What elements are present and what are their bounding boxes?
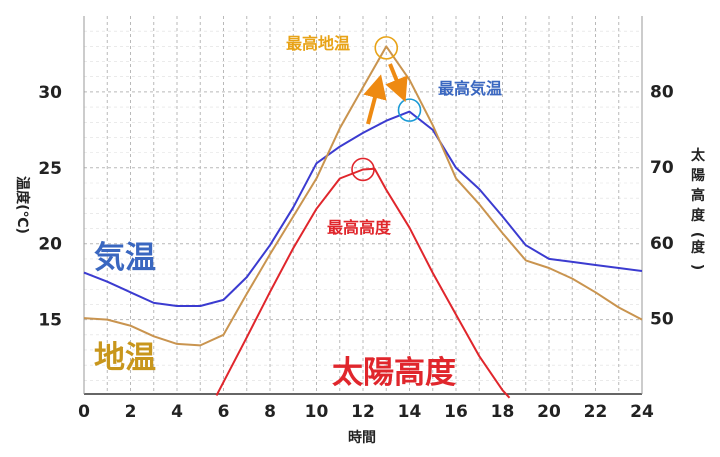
y-right-ticks: 50 60 70 80 [650, 83, 674, 330]
y-left-tick-label: 30 [38, 83, 62, 103]
air-temp-line [83, 110, 643, 307]
x-axis-title: 時間 [348, 429, 376, 446]
y-left-ticks: 15 20 25 30 [38, 83, 62, 331]
x-tick-label: 14 [398, 402, 422, 422]
y-right-tick-label: 80 [650, 83, 674, 103]
x-tick-label: 2 [125, 402, 137, 422]
arrow-up [363, 74, 387, 125]
x-tick-label: 24 [630, 402, 654, 422]
x-tick-label: 4 [171, 402, 183, 422]
y-right-tick-label: 70 [650, 158, 674, 178]
y-left-axis-title: 温度(℃) [14, 176, 31, 234]
y-right-axis-title-char: ( [689, 232, 705, 238]
max-air-temp-label: 最高気温 [438, 79, 502, 98]
y-right-tick-label: 50 [650, 309, 674, 329]
y-right-axis-title-char: 度 [691, 207, 706, 224]
x-tick-label: 0 [78, 402, 90, 422]
y-right-axis-title-char: 度 [691, 239, 706, 256]
plot-border [83, 16, 643, 395]
x-tick-label: 10 [305, 402, 329, 422]
x-tick-label: 6 [218, 402, 230, 422]
arrow-down [385, 63, 408, 103]
sun-altitude-label: 太陽高度 [332, 355, 456, 391]
x-tick-label: 22 [584, 402, 608, 422]
x-tick-label: 8 [264, 402, 276, 422]
y-right-tick-label: 60 [650, 234, 674, 254]
y-left-tick-label: 15 [38, 311, 62, 331]
ground-temp-line [83, 45, 643, 347]
x-tick-label: 18 [491, 402, 515, 422]
x-tick-label: 16 [444, 402, 468, 422]
ground-temp-label: 地温 [94, 340, 156, 376]
x-tick-label: 12 [351, 402, 375, 422]
y-right-axis-title-char: ) [689, 264, 705, 270]
max-sun-altitude-label: 最高高度 [327, 218, 392, 237]
max-air-marker [397, 98, 422, 122]
y-right-axis-title-char: 陽 [691, 167, 705, 184]
y-left-tick-label: 20 [38, 235, 62, 255]
y-right-axis-title-char: 高 [691, 187, 705, 204]
y-left-axis-title-text: 温度(℃) [14, 176, 31, 234]
y-left-tick-label: 25 [38, 159, 62, 179]
y-right-axis-title-char: 太 [691, 147, 706, 164]
markers [351, 36, 422, 182]
x-tick-label: 20 [537, 402, 561, 422]
max-ground-temp-label: 最高地温 [286, 34, 350, 53]
arrows [363, 63, 408, 125]
x-ticks: 0 2 4 6 8 10 12 14 16 18 20 22 24 [78, 402, 654, 422]
grid [84, 16, 642, 394]
air-temp-label: 気温 [94, 240, 156, 276]
y-right-axis-title: 太陽高度(度) [689, 147, 706, 270]
max-sun-marker [351, 157, 375, 182]
max-ground-marker [374, 36, 399, 60]
